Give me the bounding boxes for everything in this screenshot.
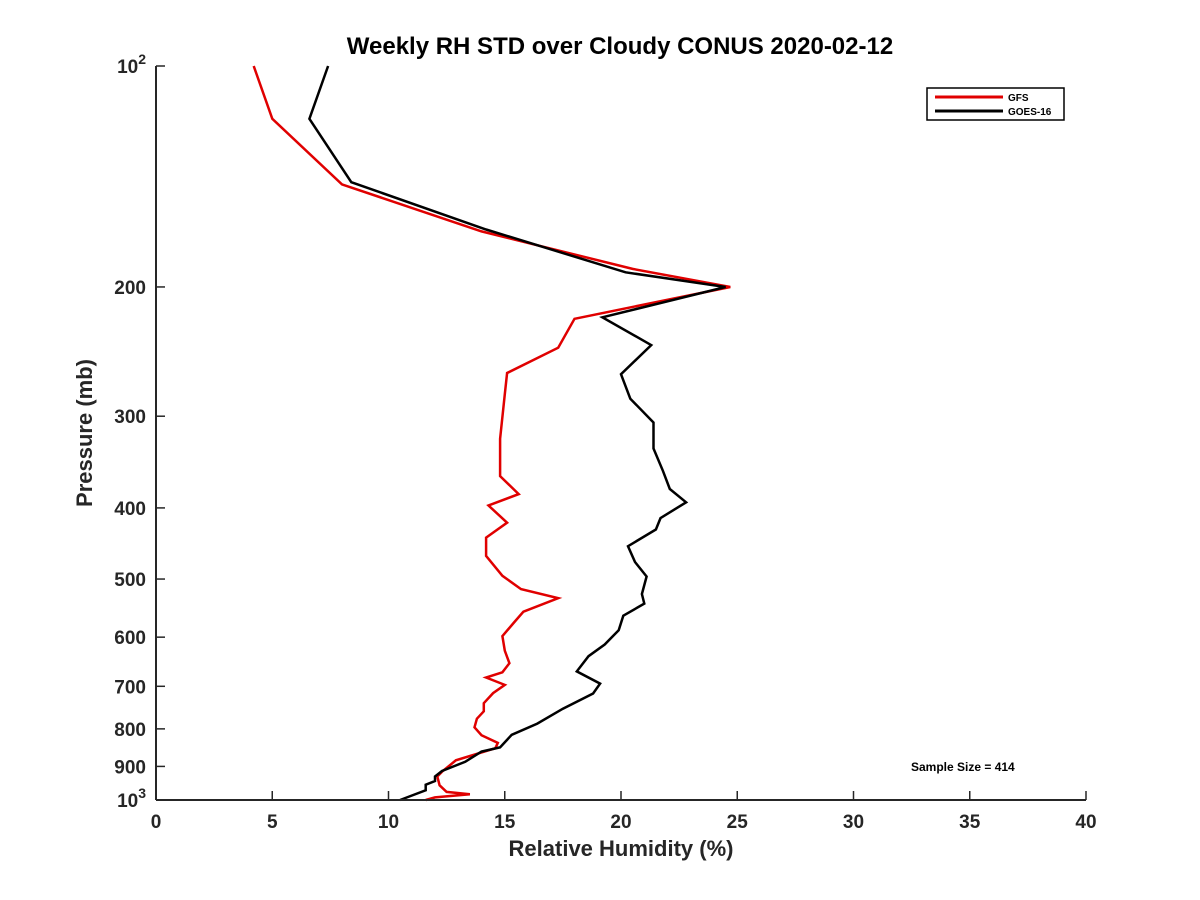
series-line-gfs (252, 65, 731, 802)
x-tick-label: 25 (727, 812, 749, 833)
x-tick-label: 15 (494, 812, 516, 833)
y-ticks: 102 200 300 400 500 600 700 800 900 103 (114, 51, 165, 812)
y-tick-label: 800 (114, 720, 146, 741)
plot-lines (252, 65, 731, 802)
x-tick-label: 10 (378, 812, 399, 833)
y-tick-label: 400 (114, 499, 146, 520)
chart-title: Weekly RH STD over Cloudy CONUS 2020-02-… (347, 33, 893, 60)
x-tick-label: 20 (610, 812, 631, 833)
y-tick-label: 300 (114, 407, 146, 428)
series-line-goes16 (308, 65, 726, 802)
x-tick-label: 30 (843, 812, 864, 833)
y-tick-label: 102 (117, 51, 146, 78)
x-tick-label: 40 (1075, 812, 1096, 833)
legend-box (926, 87, 1065, 121)
legend-label-goes16: GOES-16 (1008, 107, 1052, 118)
axes: 0 5 10 15 20 25 30 35 40 102 200 300 400 500 600 700 80… (114, 51, 1096, 833)
y-tick-label: 600 (114, 628, 146, 649)
legend-label-gfs: GFS (1008, 93, 1029, 104)
y-tick-label: 700 (114, 677, 146, 698)
y-tick-label: 500 (114, 570, 146, 591)
x-tick-label: 5 (267, 812, 278, 833)
x-tick-label: 0 (151, 812, 162, 833)
x-ticks: 0 5 10 15 20 25 30 35 40 (151, 791, 1097, 833)
x-tick-label: 35 (959, 812, 981, 833)
y-tick-label: 900 (114, 757, 146, 778)
y-tick-label: 200 (114, 278, 146, 299)
x-axis-label: Relative Humidity (%) (509, 836, 734, 861)
y-tick-label: 103 (117, 785, 146, 812)
y-axis-label: Pressure (mb) (72, 359, 97, 507)
legend: GFS GOES-16 (926, 87, 1065, 121)
sample-size-annotation: Sample Size = 414 (911, 760, 1015, 774)
